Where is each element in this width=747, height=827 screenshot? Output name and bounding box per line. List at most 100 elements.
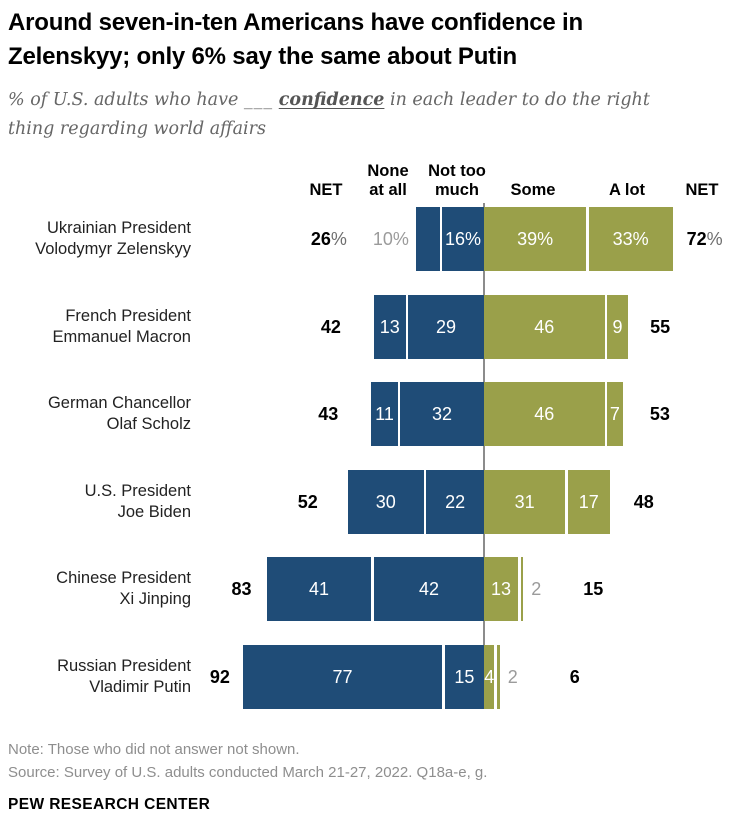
brand-label: PEW RESEARCH CENTER xyxy=(8,796,211,813)
net-left-value: 52 xyxy=(297,491,318,512)
segment-label-not-too-much: 29 xyxy=(435,316,457,337)
bar-segment-not-too-much xyxy=(373,557,484,621)
column-header-line: None xyxy=(367,162,409,180)
segment-label-a-lot-outside: 2 xyxy=(507,666,518,687)
net-right-value: 72% xyxy=(686,229,723,249)
row-label-line: Ukrainian President xyxy=(47,219,191,237)
column-header-line: Not too xyxy=(428,162,486,180)
subtitle-blank: ___ xyxy=(243,90,274,110)
row-label-line: Volodymyr Zelenskyy xyxy=(35,240,191,258)
row-label-line: Vladimir Putin xyxy=(89,677,191,696)
bar-segment-some xyxy=(484,294,605,359)
segment-label-a-lot-outside: 2 xyxy=(531,579,542,599)
net-right-percent-sign: % xyxy=(706,229,723,249)
bar-segment-a-lot xyxy=(588,207,673,271)
segment-label-some: 4 xyxy=(484,666,495,687)
bar-segment-some xyxy=(484,644,495,709)
column-header-line: Some xyxy=(510,181,556,199)
subtitle-emphasis: confidence xyxy=(278,90,385,110)
bar-segment-a-lot xyxy=(607,294,629,359)
segment-label-none-outside: 10% xyxy=(372,229,409,249)
row-label-line: Joe Biden xyxy=(117,502,191,521)
column-header-not-too-much: Not too much xyxy=(428,158,486,200)
column-header-some: Some xyxy=(511,158,556,200)
column-header-none-at-all: None at all xyxy=(367,158,408,200)
bar-segment-none-at-all xyxy=(266,557,372,621)
bar-segment-some xyxy=(484,469,566,534)
segment-label-a-lot: 9 xyxy=(612,316,623,337)
bar-segment-not-too-much xyxy=(442,207,484,271)
segment-label-none: 30 xyxy=(375,491,396,512)
bar-segment-none-at-all xyxy=(415,207,440,271)
subtitle-post: in each leader to do the right xyxy=(390,90,650,110)
row-label-line: Olaf Scholz xyxy=(106,415,191,433)
segment-label-a-lot: 17 xyxy=(578,491,599,512)
zero-axis-line xyxy=(483,203,485,708)
source-text: Source: Survey of U.S. adults conducted … xyxy=(8,763,488,781)
bar-segment-some xyxy=(484,557,519,621)
bar-segment-a-lot xyxy=(496,644,500,709)
column-header-line: much xyxy=(434,181,480,199)
bar-segment-none-at-all xyxy=(371,382,398,446)
segment-label-a-lot: 7 xyxy=(609,404,620,424)
net-left-value: 43 xyxy=(318,404,339,424)
segment-label-some: 31 xyxy=(514,491,535,512)
bar-segment-none-at-all xyxy=(373,294,406,359)
segment-label-not-too-much: 15 xyxy=(454,666,475,687)
note-text: Note: Those who did not answer not shown… xyxy=(8,741,300,758)
title-line-2: Zelenskyy; only 6% say the same about Pu… xyxy=(8,43,517,70)
page-title: Around seven-in-ten Americans have confi… xyxy=(8,6,732,74)
segment-label-none: 77 xyxy=(332,666,353,687)
net-right-value: 15 xyxy=(583,579,604,599)
bar-segment-not-too-much xyxy=(400,382,484,446)
chart-subtitle: % of U.S. adults who have ___ confidence… xyxy=(8,86,734,144)
row-label-line: Chinese President xyxy=(56,569,191,587)
bar-segment-a-lot xyxy=(520,557,524,621)
segment-label-some: 39% xyxy=(517,229,554,249)
row-label-line: French President xyxy=(65,306,191,325)
column-header-net-right: NET xyxy=(686,158,719,200)
segment-label-none: 13 xyxy=(379,316,400,337)
subtitle-pre: % of U.S. adults who have xyxy=(8,90,239,110)
row-label: Russian President Vladimir Putin xyxy=(57,656,191,698)
net-left-value: 42 xyxy=(320,316,341,337)
bar-segment-not-too-much xyxy=(408,294,484,359)
row-label-line: German Chancellor xyxy=(47,394,191,412)
bar-segment-none-at-all xyxy=(242,644,443,709)
row-label: Chinese President Xi Jinping xyxy=(56,568,191,610)
row-label-line: U.S. President xyxy=(84,481,191,500)
column-header-line: A lot xyxy=(608,181,646,199)
segment-label-not-too-much: 32 xyxy=(432,404,453,424)
bar-segment-none-at-all xyxy=(347,469,424,534)
segment-label-none: 11 xyxy=(375,404,394,424)
segment-label-not-too-much: 42 xyxy=(418,579,439,599)
net-right-value: 48 xyxy=(633,491,654,512)
column-header-a-lot: A lot xyxy=(609,158,645,200)
segment-label-a-lot: 33% xyxy=(612,229,649,249)
net-right-value: 6 xyxy=(569,666,580,687)
segment-label-some: 46 xyxy=(534,404,555,424)
title-line-1: Around seven-in-ten Americans have confi… xyxy=(8,9,583,36)
row-label-line: Emmanuel Macron xyxy=(52,327,191,346)
column-header-line: NET xyxy=(685,181,719,199)
row-label-line: Russian President xyxy=(57,656,191,675)
segment-label-not-too-much: 22 xyxy=(445,491,466,512)
row-label-line: Xi Jinping xyxy=(119,590,191,608)
net-right-value: 53 xyxy=(649,404,670,424)
row-label: U.S. President Joe Biden xyxy=(85,481,191,523)
column-header-line: NET xyxy=(309,181,343,199)
net-left-percent-sign: % xyxy=(330,229,347,249)
segment-label-none: 41 xyxy=(308,579,329,599)
bar-segment-some xyxy=(484,382,605,446)
net-left-value: 92 xyxy=(209,666,230,687)
row-label: German Chancellor Olaf Scholz xyxy=(48,393,191,435)
net-right-value: 55 xyxy=(650,316,671,337)
net-left-value: 83 xyxy=(231,579,252,599)
bar-segment-a-lot xyxy=(567,469,610,534)
net-left-value: 26% xyxy=(310,229,347,249)
bar-segment-not-too-much xyxy=(444,644,484,709)
row-label: French President Emmanuel Macron xyxy=(53,306,191,348)
subtitle-line-2: thing regarding world affairs xyxy=(8,119,266,139)
